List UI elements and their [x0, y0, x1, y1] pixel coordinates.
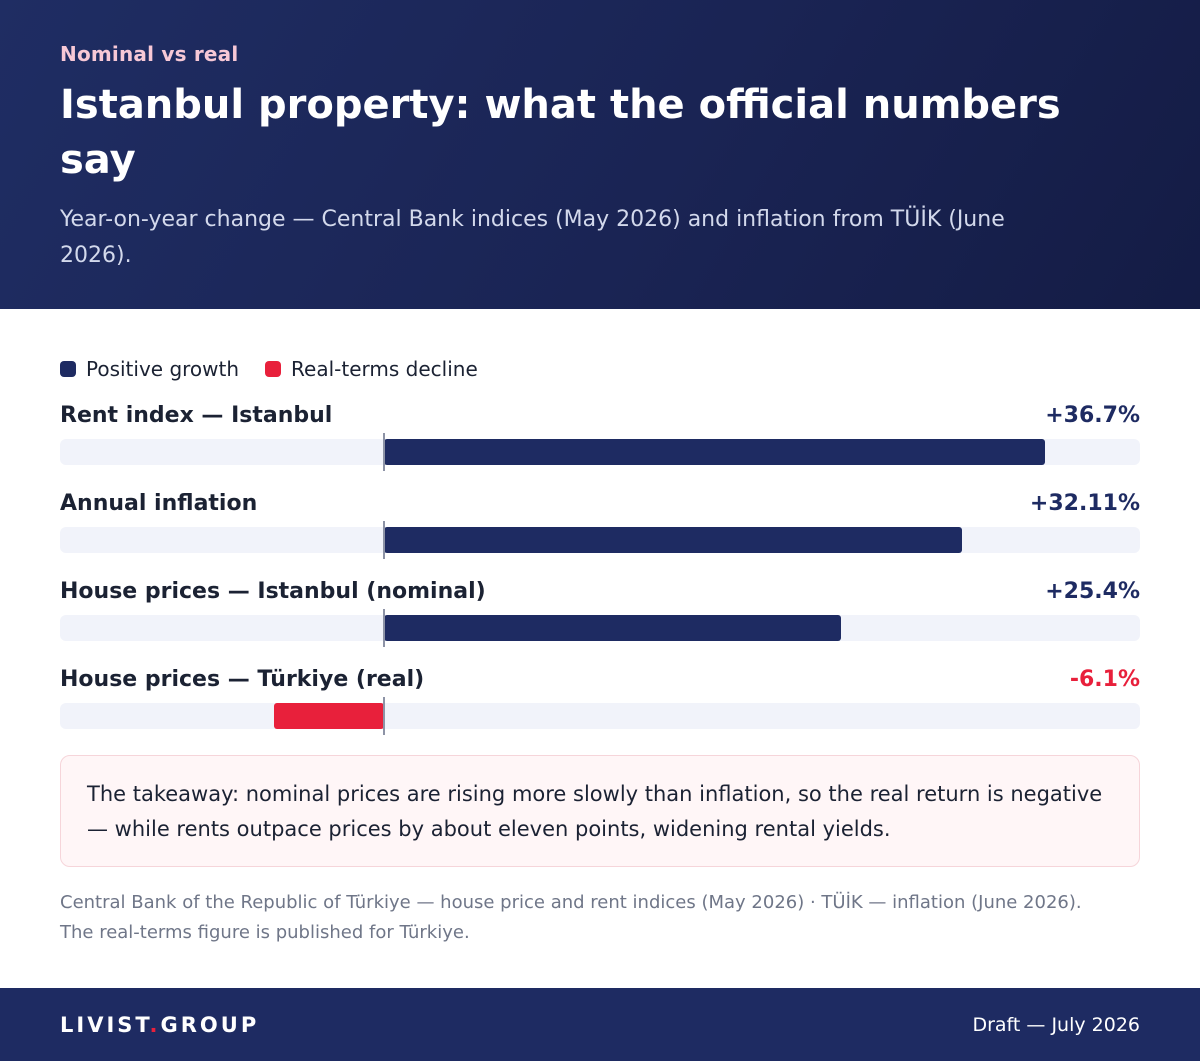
chart-row: Annual inflation +32.11% [60, 486, 1140, 574]
category-label: Rent index — Istanbul [60, 403, 333, 428]
chart-row: House prices — Türkiye (real) -6.1% [60, 662, 1140, 750]
zero-baseline [383, 433, 385, 471]
legend-item-negative: Real-terms decline [265, 357, 478, 381]
bar-track [60, 697, 1140, 735]
bar-track [60, 433, 1140, 471]
chart-legend: Positive growth Real-terms decline [60, 356, 504, 382]
bar-track [60, 609, 1140, 647]
bar-chart: Rent index — Istanbul +36.7% Annual inflat… [60, 398, 1140, 738]
bar [384, 439, 1045, 465]
eyebrow: Nominal vs real [60, 42, 239, 66]
footer: LIVIST.GROUP Draft — July 2026 [0, 988, 1200, 1061]
bar [384, 615, 842, 641]
header-banner: Nominal vs real Istanbul property: what … [0, 0, 1200, 309]
draft-date: Draft — July 2026 [972, 1013, 1140, 1036]
bar-track [60, 521, 1140, 559]
source-line-1: Central Bank of the Republic of Türkiye … [60, 892, 1082, 913]
legend-label-positive: Positive growth [86, 357, 240, 381]
category-label: House prices — Türkiye (real) [60, 667, 425, 692]
takeaway-callout: The takeaway: nominal prices are rising … [60, 755, 1140, 867]
value-label: -6.1% [1069, 667, 1140, 692]
source-line-2: The real-terms figure is published for T… [60, 922, 470, 943]
source-note: Central Bank of the Republic of Türkiye … [60, 888, 1150, 948]
chart-row: Rent index — Istanbul +36.7% [60, 398, 1140, 486]
chart-row: House prices — Istanbul (nominal) +25.4% [60, 574, 1140, 662]
value-label: +36.7% [1045, 403, 1140, 428]
brand-dot: . [149, 1012, 161, 1037]
legend-item-positive: Positive growth [60, 357, 239, 381]
value-label: +32.11% [1029, 491, 1140, 516]
category-label: Annual inflation [60, 491, 258, 516]
zero-baseline [383, 609, 385, 647]
legend-swatch-positive [60, 361, 76, 377]
zero-baseline [383, 697, 385, 735]
value-label: +25.4% [1045, 579, 1140, 604]
page-title: Istanbul property: what the official num… [60, 82, 1061, 183]
brand-part-2: GROUP [160, 1012, 260, 1037]
brand-logo: LIVIST.GROUP [60, 1013, 259, 1037]
legend-label-negative: Real-terms decline [291, 357, 478, 381]
category-label: House prices — Istanbul (nominal) [60, 579, 486, 604]
bar [274, 703, 384, 729]
brand-part-1: LIVIST [60, 1012, 150, 1037]
zero-baseline [383, 521, 385, 559]
takeaway-text: The takeaway: nominal prices are rising … [87, 782, 1103, 841]
page-subtitle: Year-on-year change — Central Bank indic… [60, 207, 1005, 268]
legend-swatch-negative [265, 361, 282, 377]
bar [384, 527, 962, 553]
